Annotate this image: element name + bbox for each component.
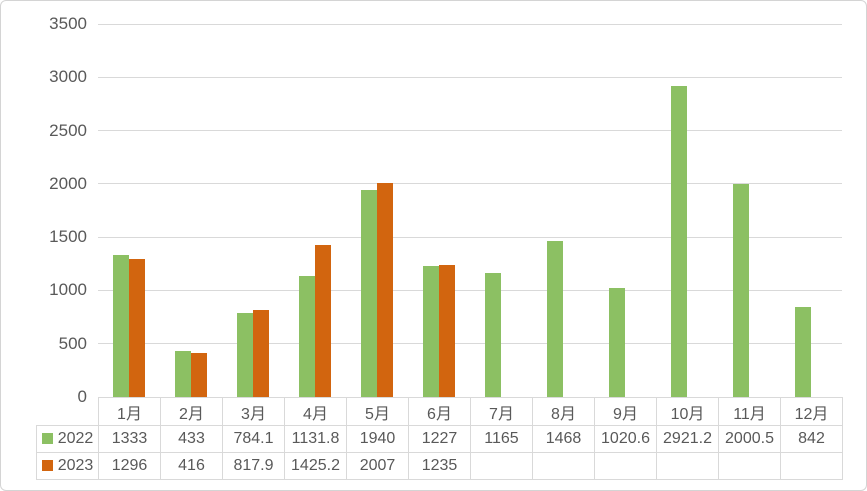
month-header-cell-5月: 5月 [346,397,409,426]
value-cell-2022-10月: 2921.2 [656,425,719,453]
month-header-cell-2月: 2月 [160,397,223,426]
bar-2022-1月 [113,254,129,397]
value-cell-2022-5月: 1940 [346,425,409,453]
legend-item-2023: 2023 [36,452,99,480]
value-cell-2022-1月: 1333 [98,425,161,453]
month-header-cell-12月: 12月 [780,397,843,426]
bar-2023-6月 [439,265,455,397]
month-header-cell-8月: 8月 [532,397,595,426]
gridline-y-3000 [98,76,842,78]
value-cell-2022-2月: 433 [160,425,223,453]
legend-swatch-icon-2023 [41,460,53,471]
bar-2022-4月 [299,276,315,397]
gridline-y-1000 [98,289,842,291]
month-header-cell-6月: 6月 [408,397,471,426]
value-cell-2023-8月 [532,452,595,480]
value-cell-2022-12月: 842 [780,425,843,453]
bar-2023-4月 [315,245,331,397]
table-row-2023: 2023 1296 416 817.9 1425.2 2007 1235 [36,452,843,480]
value-cell-2023-6月: 1235 [408,452,471,480]
bar-2022-8月 [547,240,563,397]
value-cell-2022-8月: 1468 [532,425,595,453]
table-corner-cell [37,398,99,426]
value-cell-2023-12月 [780,452,843,480]
gridline-y-3500 [98,23,842,25]
y-axis-tick-label: 3500 [49,14,87,33]
y-axis-tick-label: 1500 [49,227,87,247]
y-axis-tick-label: 0 [77,387,87,406]
legend-item-2022: 2022 [36,425,99,453]
legend-label-2023: 2023 [57,457,94,474]
bar-2022-5月 [361,190,377,397]
bar-2022-2月 [175,350,191,397]
value-cell-2023-10月 [656,452,719,480]
bar-2023-2月 [191,352,207,397]
bar-2023-1月 [129,258,145,397]
value-cell-2023-2月: 416 [160,452,223,480]
month-header-cell-9月: 9月 [594,397,657,426]
value-cell-2022-6月: 1227 [408,425,471,453]
y-axis-tick-label: 1000 [49,280,87,300]
y-axis-tick-label: 500 [58,333,87,353]
legend-swatch-icon-2022 [41,433,53,444]
value-cell-2023-3月: 817.9 [222,452,285,480]
bar-2022-6月 [423,266,439,397]
bar-2022-3月 [237,313,253,397]
legend-label-2022: 2022 [57,430,94,447]
bar-2022-7月 [485,272,501,397]
y-axis-tick-label: 2000 [49,173,87,193]
table-header-row: 1月 2月 3月 4月 5月 6月 7月 8月 9月 10月 11月 12月 [37,397,843,426]
value-cell-2023-5月: 2007 [346,452,409,480]
month-header-cell-11月: 11月 [718,397,781,426]
month-header-cell-10月: 10月 [656,397,719,426]
value-cell-2022-9月: 1020.6 [594,425,657,453]
bar-2023-3月 [253,309,269,397]
value-cell-2023-7月 [470,452,533,480]
gridline-y-500 [98,343,842,345]
bar-2022-9月 [609,288,625,397]
bar-2022-11月 [733,183,749,397]
month-header-cell-3月: 3月 [222,397,285,426]
bar-2022-10月 [671,85,687,397]
gridline-y-1500 [98,236,842,238]
value-cell-2023-9月 [594,452,657,480]
bar-2023-5月 [377,183,393,397]
value-cell-2023-11月 [718,452,781,480]
value-cell-2022-3月: 784.1 [222,425,285,453]
data-table: 1月 2月 3月 4月 5月 6月 7月 8月 9月 10月 11月 12月 2022 1333 433 78… [36,397,843,480]
y-axis-tick-label: 3000 [49,67,87,87]
value-cell-2022-11月: 2000.5 [718,425,781,453]
month-header-cell-4月: 4月 [284,397,347,426]
month-header-cell-7月: 7月 [470,397,533,426]
bar-2022-12月 [795,307,811,397]
month-header-cell-1月: 1月 [98,397,161,426]
gridline-y-2000 [98,183,842,185]
gridline-y-2500 [98,130,842,132]
y-axis-tick-label: 2500 [49,120,87,140]
table-row-2022: 2022 1333 433 784.1 1131.8 1940 1227 1165 1468 10… [36,425,843,453]
value-cell-2023-4月: 1425.2 [284,452,347,480]
value-cell-2022-4月: 1131.8 [284,425,347,453]
value-cell-2023-1月: 1296 [98,452,161,480]
value-cell-2022-7月: 1165 [470,425,533,453]
